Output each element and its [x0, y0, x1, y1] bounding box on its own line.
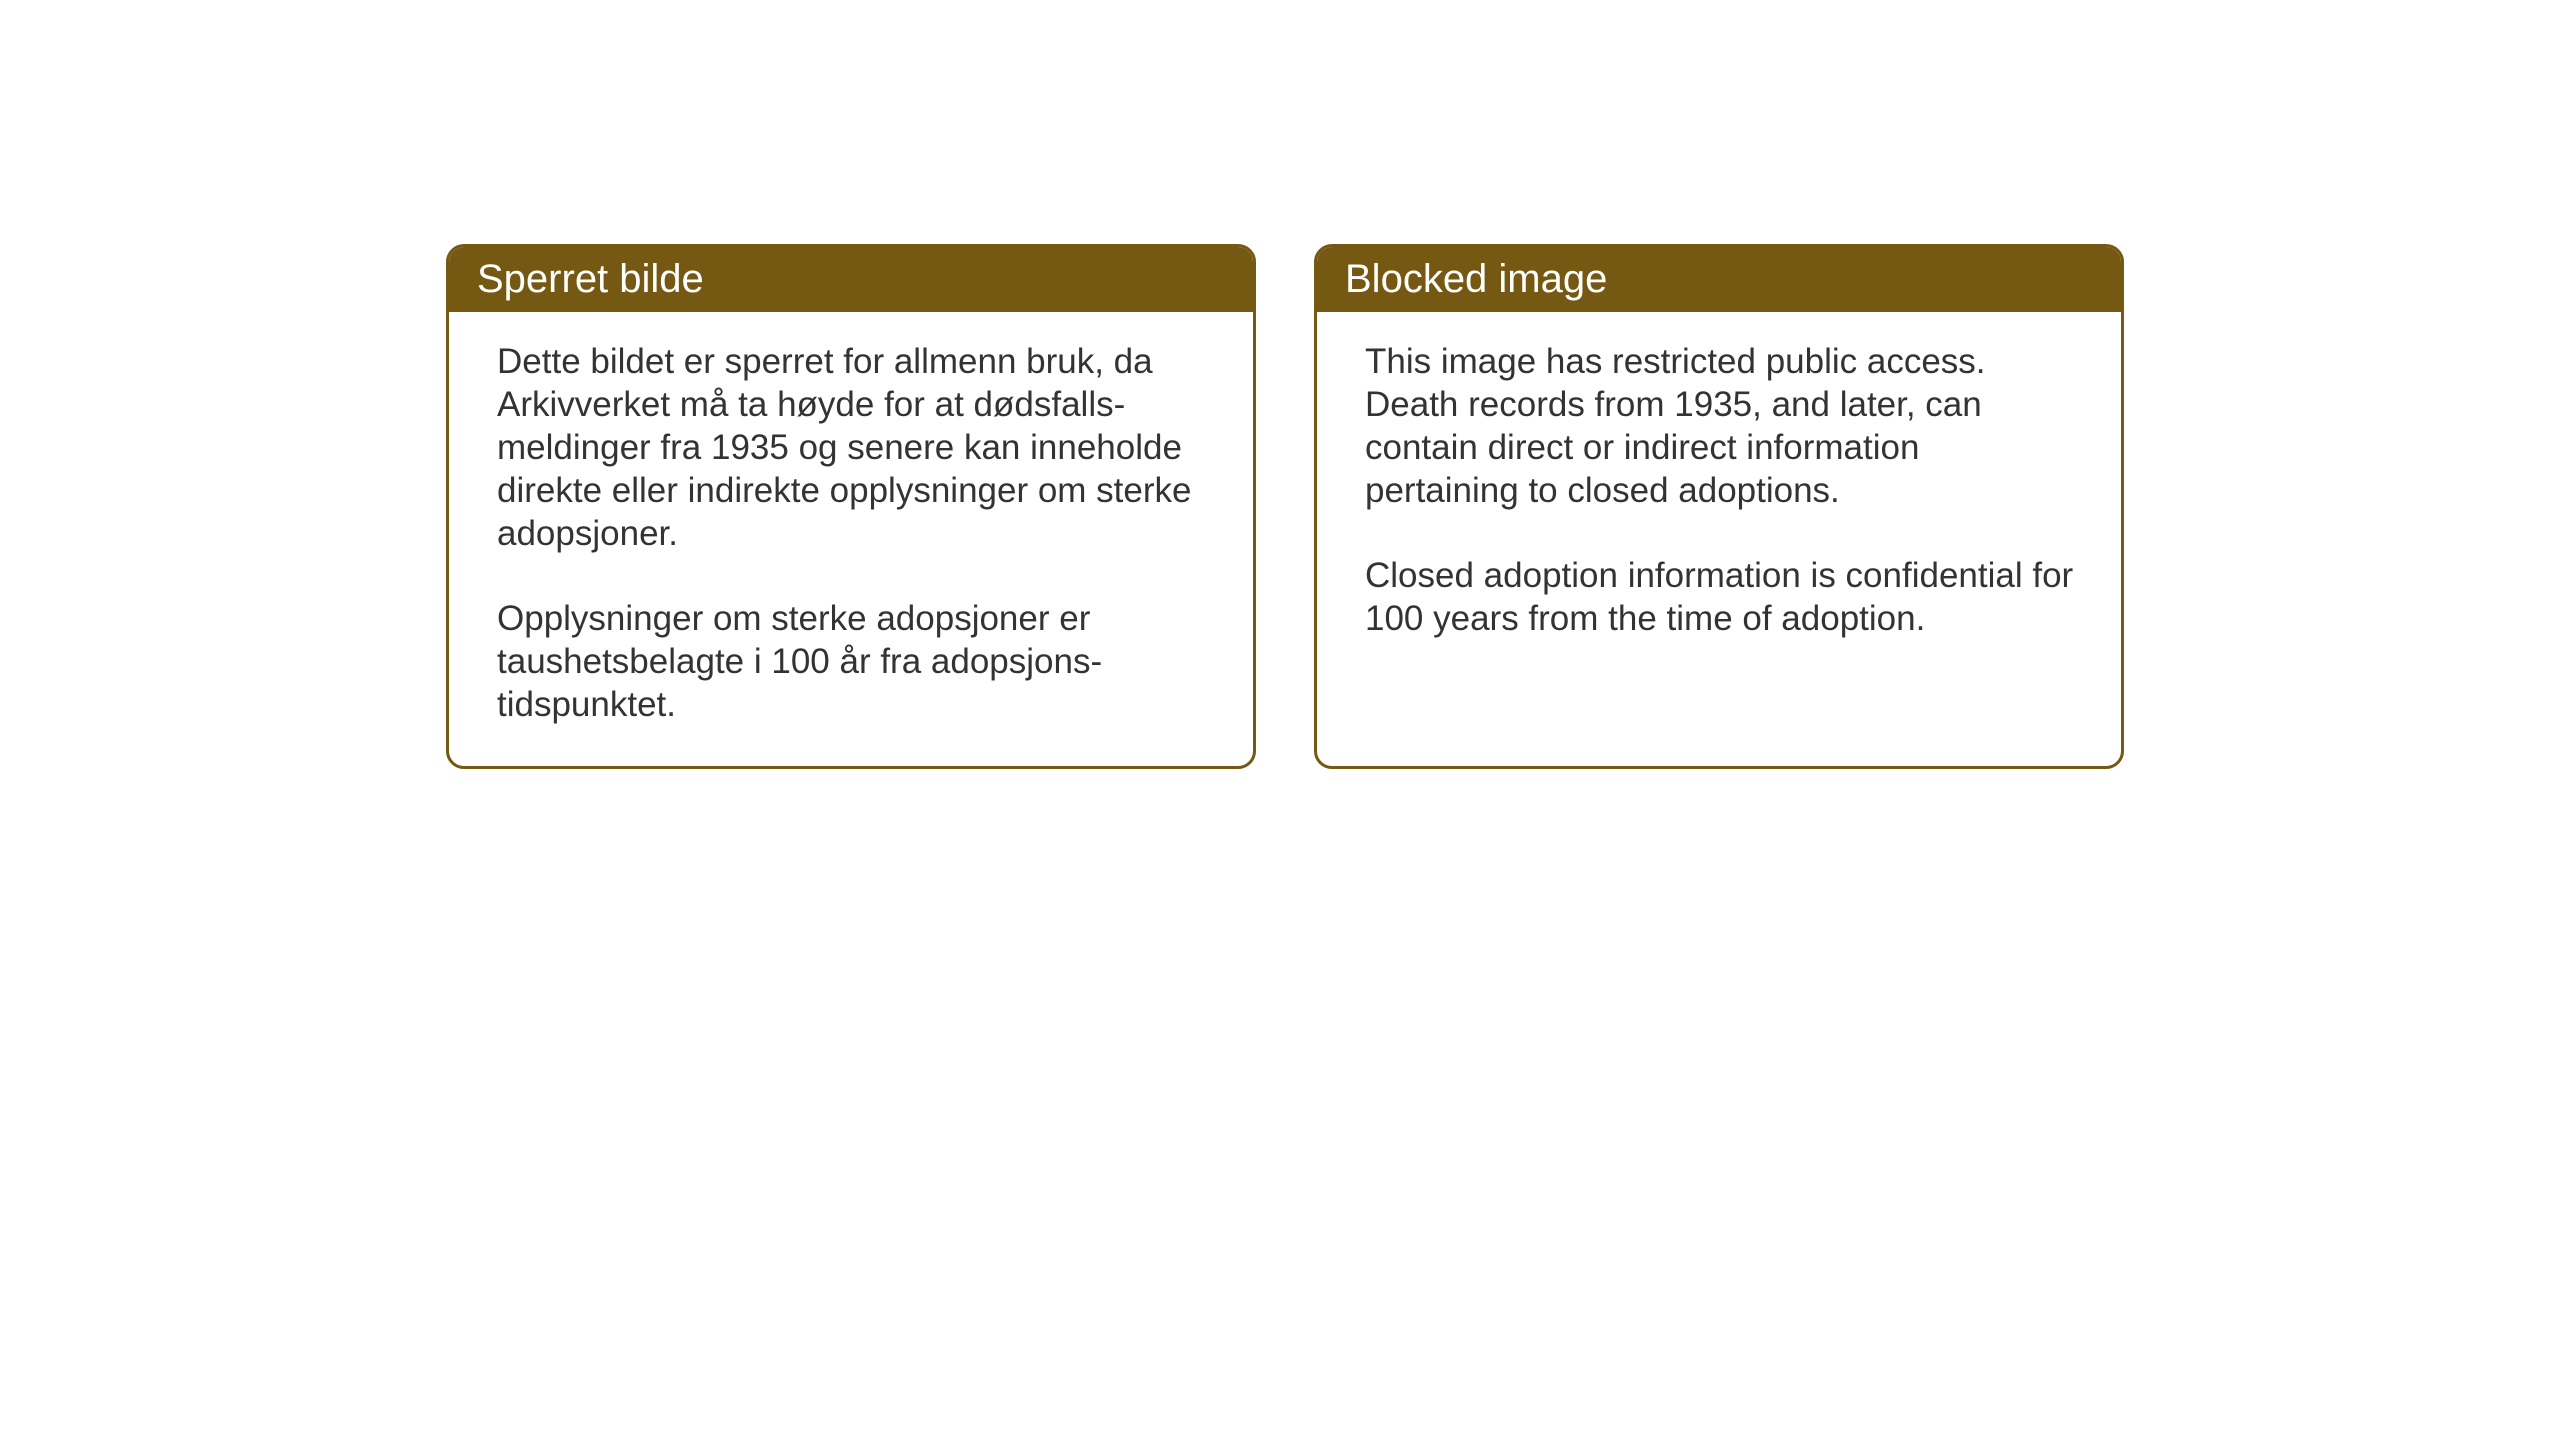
notice-card-english: Blocked image This image has restricted … [1314, 244, 2124, 769]
card-paragraph-1-norwegian: Dette bildet er sperret for allmenn bruk… [497, 340, 1213, 555]
card-body-english: This image has restricted public access.… [1317, 312, 2121, 680]
notice-card-norwegian: Sperret bilde Dette bildet er sperret fo… [446, 244, 1256, 769]
card-paragraph-2-english: Closed adoption information is confident… [1365, 554, 2081, 640]
card-paragraph-1-english: This image has restricted public access.… [1365, 340, 2081, 512]
card-body-norwegian: Dette bildet er sperret for allmenn bruk… [449, 312, 1253, 766]
notice-container: Sperret bilde Dette bildet er sperret fo… [446, 244, 2124, 769]
card-title-norwegian: Sperret bilde [477, 257, 704, 301]
card-header-english: Blocked image [1317, 247, 2121, 312]
card-paragraph-2-norwegian: Opplysninger om sterke adopsjoner er tau… [497, 597, 1213, 726]
card-header-norwegian: Sperret bilde [449, 247, 1253, 312]
card-title-english: Blocked image [1345, 257, 1607, 301]
